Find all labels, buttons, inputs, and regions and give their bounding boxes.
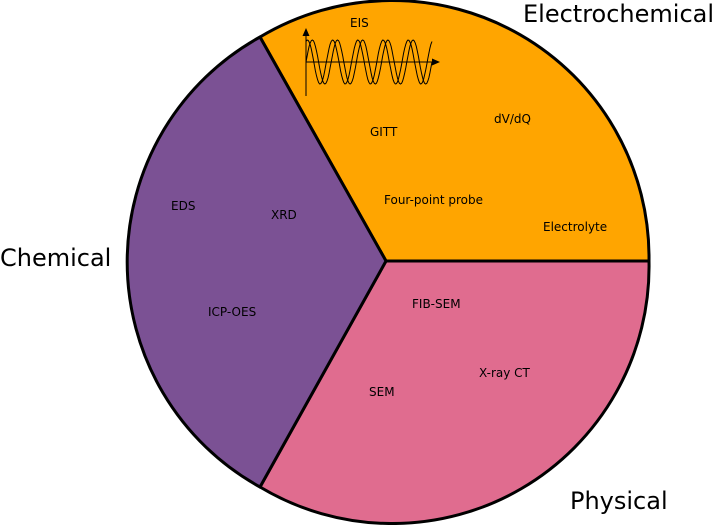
technique-gitt: GITT <box>370 125 398 139</box>
technique-four-point-probe: Four-point probe <box>384 193 483 207</box>
technique-eds: EDS <box>171 199 195 213</box>
sector-label-chemical: Chemical <box>0 244 111 272</box>
technique-sem: SEM <box>369 385 395 399</box>
technique-dvdq: dV/dQ <box>494 112 531 126</box>
sector-electrochemical <box>258 0 651 263</box>
technique-icp-oes: ICP-OES <box>208 305 256 319</box>
technique-xray-ct: X-ray CT <box>479 366 531 380</box>
sine-wave-icon <box>302 28 440 96</box>
sector-label-electrochemical: Electrochemical <box>523 0 714 28</box>
technique-xrd: XRD <box>271 208 297 222</box>
technique-fib-sem: FIB-SEM <box>412 297 461 311</box>
technique-eis: EIS <box>350 16 369 30</box>
sector-physical <box>258 259 651 525</box>
sector-label-physical: Physical <box>570 487 668 515</box>
technique-electrolyte: Electrolyte <box>543 220 607 234</box>
sector-chemical <box>125 35 388 489</box>
